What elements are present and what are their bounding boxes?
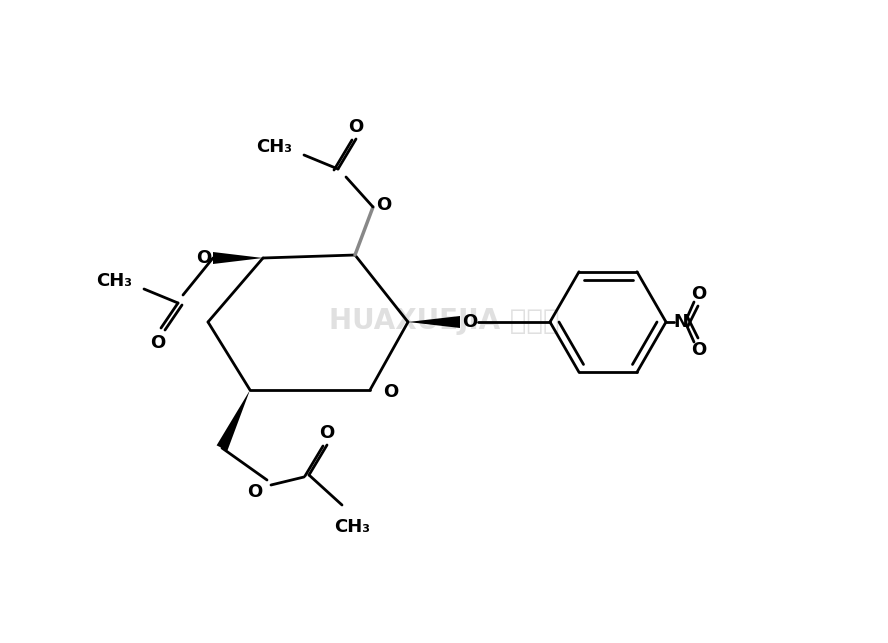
Text: O: O	[248, 483, 263, 501]
Text: N: N	[673, 313, 688, 331]
Text: O: O	[383, 383, 398, 401]
Text: O: O	[150, 334, 166, 352]
Polygon shape	[217, 390, 250, 451]
Text: CH₃: CH₃	[96, 272, 132, 290]
Text: CH₃: CH₃	[256, 138, 292, 156]
Text: O: O	[376, 196, 392, 214]
Text: O: O	[320, 424, 335, 442]
Polygon shape	[408, 316, 460, 328]
Text: O: O	[692, 341, 707, 359]
Text: O: O	[692, 285, 707, 303]
Text: CH₃: CH₃	[334, 518, 370, 536]
Text: O: O	[195, 249, 211, 267]
Text: O: O	[462, 313, 477, 331]
Text: O: O	[348, 118, 363, 136]
Polygon shape	[213, 252, 263, 264]
Text: HUAXUEJIA 化学加: HUAXUEJIA 化学加	[329, 307, 559, 335]
